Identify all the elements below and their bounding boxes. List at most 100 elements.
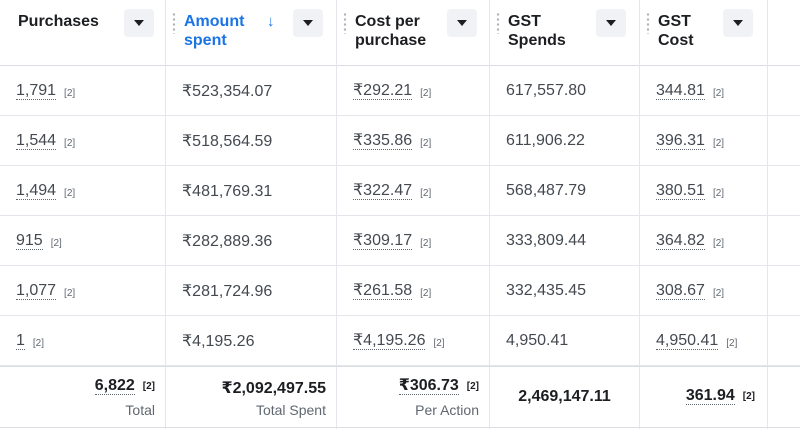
total-gst-cost-cell: 361.94 [2] <box>640 367 768 429</box>
purchases-value[interactable]: 1 <box>16 331 25 350</box>
total-amount-value: ₹2,092,497.55 <box>221 380 326 397</box>
gst-spends-value: 4,950.41 <box>506 332 569 349</box>
header-spacer <box>768 0 800 66</box>
gst-spends-value: 332,435.45 <box>506 282 587 299</box>
column-menu-button[interactable] <box>293 9 323 37</box>
amount-spent-cell: ₹281,724.96 <box>166 266 337 316</box>
cost-per-purchase-cell: ₹322.47 [2] <box>337 166 490 216</box>
drag-handle-icon[interactable] <box>646 12 650 34</box>
amount-spent-cell: ₹282,889.36 <box>166 216 337 266</box>
amount-spent-cell: ₹481,769.31 <box>166 166 337 216</box>
cost-per-purchase-value[interactable]: ₹261.58 <box>353 281 413 300</box>
gst-spends-cell: 4,950.41 <box>490 316 640 366</box>
amount-spent-value: ₹481,769.31 <box>182 183 273 200</box>
gst-spends-cell: 568,487.79 <box>490 166 640 216</box>
purchases-cell: 1 [2] <box>0 316 166 366</box>
gst-cost-value[interactable]: 4,950.41 <box>656 331 719 350</box>
footnote-marker: [2] <box>712 237 725 249</box>
row-spacer <box>768 166 800 216</box>
footnote-marker: [2] <box>420 287 432 299</box>
arrow-down-icon[interactable]: ↓ <box>267 13 275 30</box>
footnote-marker: [2] <box>466 381 479 392</box>
column-header-cost-per-purchase[interactable]: Cost per purchase <box>337 0 490 66</box>
total-gst-cost-value[interactable]: 361.94 <box>685 387 735 405</box>
footnote-marker: [2] <box>64 287 76 299</box>
gst-spends-cell: 611,906.22 <box>490 116 640 166</box>
column-menu-button[interactable] <box>596 9 626 37</box>
cost-per-purchase-cell: ₹309.17 [2] <box>337 216 490 266</box>
purchases-value[interactable]: 1,494 <box>16 181 57 200</box>
column-menu-button[interactable] <box>723 9 753 37</box>
caret-down-icon <box>457 20 467 26</box>
table-row: 1 [2] ₹4,195.26 ₹4,195.26 [2] 4,950.41 4,950.4… <box>0 316 800 366</box>
row-spacer <box>768 66 800 116</box>
total-amount-cell: ₹2,092,497.55 Total Spent <box>166 367 337 429</box>
column-header-gst-cost[interactable]: GST Cost <box>640 0 768 66</box>
table-row: 1,077 [2] ₹281,724.96 ₹261.58 [2] 332,435.45 3… <box>0 266 800 316</box>
cost-per-purchase-cell: ₹261.58 [2] <box>337 266 490 316</box>
footnote-marker: [2] <box>142 381 155 392</box>
total-cpp-value[interactable]: ₹306.73 <box>398 377 459 395</box>
gst-cost-value[interactable]: 396.31 <box>656 131 705 150</box>
drag-handle-icon[interactable] <box>496 12 500 34</box>
cost-per-purchase-value[interactable]: ₹4,195.26 <box>353 331 426 350</box>
table-row: 1,544 [2] ₹518,564.59 ₹335.86 [2] 611,906.22 3… <box>0 116 800 166</box>
gst-cost-value[interactable]: 308.67 <box>656 281 705 300</box>
column-menu-button[interactable] <box>124 9 154 37</box>
purchases-value[interactable]: 1,077 <box>16 281 57 300</box>
row-spacer <box>768 266 800 316</box>
cost-per-purchase-value[interactable]: ₹322.47 <box>353 181 413 200</box>
drag-handle-icon[interactable] <box>343 12 347 34</box>
footnote-marker: [2] <box>726 337 738 349</box>
column-label: GST Cost <box>658 13 694 49</box>
footnote-marker: [2] <box>64 87 76 99</box>
column-header-gst-spends[interactable]: GST Spends <box>490 0 640 66</box>
totals-spacer <box>768 367 800 429</box>
cost-per-purchase-cell: ₹292.21 [2] <box>337 66 490 116</box>
column-menu-button[interactable] <box>447 9 477 37</box>
cost-per-purchase-value[interactable]: ₹335.86 <box>353 131 413 150</box>
total-purchases-value[interactable]: 6,822 <box>94 377 135 395</box>
row-spacer <box>768 116 800 166</box>
amount-spent-value: ₹523,354.07 <box>182 83 273 100</box>
cost-per-purchase-value[interactable]: ₹309.17 <box>353 231 413 250</box>
gst-cost-cell: 364.82 [2] <box>640 216 768 266</box>
caret-down-icon <box>134 20 144 26</box>
gst-cost-value[interactable]: 344.81 <box>656 81 705 100</box>
gst-cost-cell: 308.67 [2] <box>640 266 768 316</box>
gst-spends-cell: 333,809.44 <box>490 216 640 266</box>
amount-spent-value: ₹4,195.26 <box>182 333 255 350</box>
footnote-marker: [2] <box>742 391 755 402</box>
caret-down-icon <box>303 20 313 26</box>
amount-spent-value: ₹281,724.96 <box>182 283 273 300</box>
total-cpp-label: Per Action <box>415 402 479 418</box>
purchases-value[interactable]: 915 <box>16 231 43 250</box>
purchases-value[interactable]: 1,544 <box>16 131 57 150</box>
cost-per-purchase-value[interactable]: ₹292.21 <box>353 81 413 100</box>
total-gst-spends-value: 2,469,147.11 <box>518 388 611 405</box>
column-label: GST Spends <box>508 13 566 49</box>
purchases-value[interactable]: 1,791 <box>16 81 57 100</box>
amount-spent-value: ₹518,564.59 <box>182 133 273 150</box>
footnote-marker: [2] <box>32 337 45 349</box>
total-gst-spends-cell: 2,469,147.11 <box>490 367 640 429</box>
table-header: Purchases Amount spent ↓ Cost per purcha… <box>0 0 800 66</box>
footnote-marker: [2] <box>712 187 725 199</box>
gst-spends-cell: 332,435.45 <box>490 266 640 316</box>
gst-cost-cell: 344.81 [2] <box>640 66 768 116</box>
drag-handle-icon[interactable] <box>172 12 176 34</box>
table-row: 915 [2] ₹282,889.36 ₹309.17 [2] 333,809.44 364… <box>0 216 800 266</box>
row-spacer <box>768 216 800 266</box>
cost-per-purchase-cell: ₹335.86 [2] <box>337 116 490 166</box>
purchases-cell: 1,077 [2] <box>0 266 166 316</box>
gst-cost-value[interactable]: 380.51 <box>656 181 705 200</box>
gst-spends-value: 617,557.80 <box>506 82 587 99</box>
column-header-purchases[interactable]: Purchases <box>0 0 166 66</box>
gst-cost-value[interactable]: 364.82 <box>656 231 705 250</box>
footnote-marker: [2] <box>50 237 62 249</box>
gst-cost-cell: 396.31 [2] <box>640 116 768 166</box>
table-row: 1,494 [2] ₹481,769.31 ₹322.47 [2] 568,487.79 3… <box>0 166 800 216</box>
column-header-amount-spent[interactable]: Amount spent ↓ <box>166 0 337 66</box>
totals-row: 6,822 [2] Total ₹2,092,497.55 Total Spen… <box>0 366 800 429</box>
